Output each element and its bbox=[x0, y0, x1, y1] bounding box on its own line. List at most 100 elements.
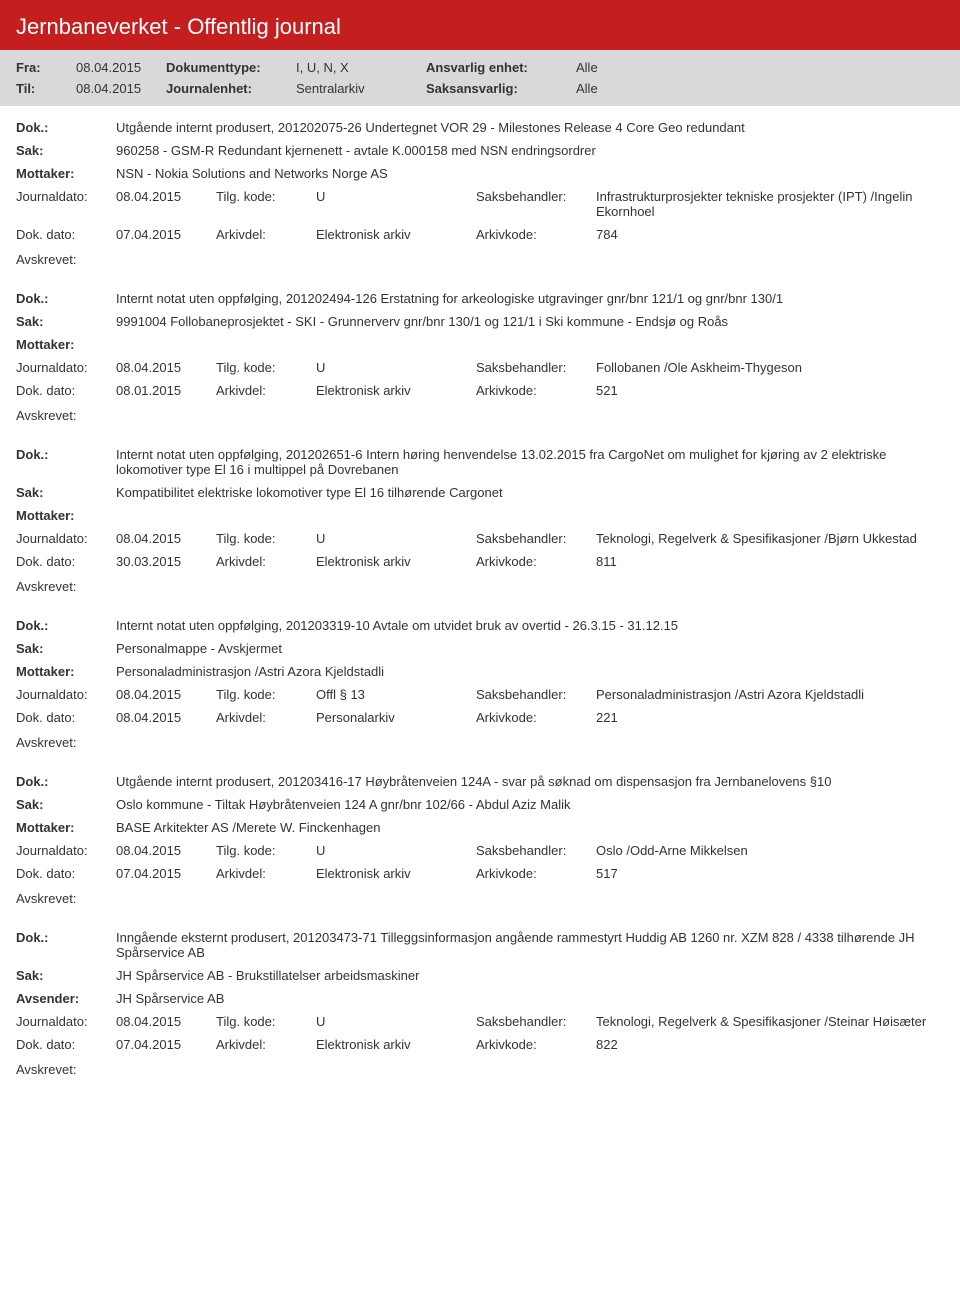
party-value: NSN - Nokia Solutions and Networks Norge… bbox=[116, 166, 944, 181]
saksbehandler-value: Oslo /Odd-Arne Mikkelsen bbox=[596, 843, 944, 858]
tilgkode-label: Tilg. kode: bbox=[216, 1014, 316, 1029]
saksbehandler-label: Saksbehandler: bbox=[476, 687, 596, 702]
tilgkode-label: Tilg. kode: bbox=[216, 843, 316, 858]
dok-label: Dok.: bbox=[16, 447, 116, 477]
journal-entry: Dok.: Utgående internt produsert, 201202… bbox=[0, 106, 960, 246]
sak-label: Sak: bbox=[16, 143, 116, 158]
arkivkode-value: 221 bbox=[596, 710, 944, 725]
journaldato-value: 08.04.2015 bbox=[116, 531, 216, 546]
dok-value: Internt notat uten oppfølging, 201202651… bbox=[116, 447, 944, 477]
dokdato-value: 07.04.2015 bbox=[116, 227, 216, 242]
arkivkode-value: 822 bbox=[596, 1037, 944, 1052]
party-label: Mottaker: bbox=[16, 508, 116, 523]
arkivdel-label: Arkivdel: bbox=[216, 1037, 316, 1052]
fra-label: Fra: bbox=[16, 60, 76, 75]
tilgkode-value: U bbox=[316, 189, 476, 219]
saksbehandler-value: Infrastrukturprosjekter tekniske prosjek… bbox=[596, 189, 944, 219]
journaldato-label: Journaldato: bbox=[16, 687, 116, 702]
sak-value: Kompatibilitet elektriske lokomotiver ty… bbox=[116, 485, 944, 500]
party-value: JH Spårservice AB bbox=[116, 991, 944, 1006]
arkivdel-value: Personalarkiv bbox=[316, 710, 476, 725]
avskrevet-label: Avskrevet: bbox=[0, 573, 960, 604]
arkivdel-label: Arkivdel: bbox=[216, 227, 316, 242]
til-label: Til: bbox=[16, 81, 76, 96]
party-value bbox=[116, 508, 944, 523]
journaldato-value: 08.04.2015 bbox=[116, 843, 216, 858]
sak-label: Sak: bbox=[16, 314, 116, 329]
arkivdel-value: Elektronisk arkiv bbox=[316, 227, 476, 242]
journal-entry: Dok.: Internt notat uten oppfølging, 201… bbox=[0, 604, 960, 729]
arkivdel-label: Arkivdel: bbox=[216, 383, 316, 398]
saksbehandler-label: Saksbehandler: bbox=[476, 360, 596, 375]
journal-entry: Dok.: Internt notat uten oppfølging, 201… bbox=[0, 433, 960, 573]
journaldato-label: Journaldato: bbox=[16, 360, 116, 375]
saksbehandler-value: Follobanen /Ole Askheim-Thygeson bbox=[596, 360, 944, 375]
journaldato-value: 08.04.2015 bbox=[116, 189, 216, 219]
saksbehandler-label: Saksbehandler: bbox=[476, 531, 596, 546]
dokdato-label: Dok. dato: bbox=[16, 1037, 116, 1052]
arkivkode-value: 811 bbox=[596, 554, 944, 569]
saksbehandler-label: Saksbehandler: bbox=[476, 189, 596, 219]
party-label: Mottaker: bbox=[16, 166, 116, 181]
dokdato-value: 07.04.2015 bbox=[116, 866, 216, 881]
party-value: BASE Arkitekter AS /Merete W. Finckenhag… bbox=[116, 820, 944, 835]
sak-label: Sak: bbox=[16, 797, 116, 812]
arkivdel-value: Elektronisk arkiv bbox=[316, 1037, 476, 1052]
arkivkode-value: 517 bbox=[596, 866, 944, 881]
arkivkode-value: 521 bbox=[596, 383, 944, 398]
dok-value: Internt notat uten oppfølging, 201202494… bbox=[116, 291, 944, 306]
saksbehandler-label: Saksbehandler: bbox=[476, 843, 596, 858]
saksansvarlig-label: Saksansvarlig: bbox=[426, 81, 576, 96]
sak-value: Personalmappe - Avskjermet bbox=[116, 641, 944, 656]
party-value bbox=[116, 337, 944, 352]
entries-list: Dok.: Utgående internt produsert, 201202… bbox=[0, 106, 960, 1087]
page-header: Jernbaneverket - Offentlig journal bbox=[0, 0, 960, 50]
saksbehandler-value: Teknologi, Regelverk & Spesifikasjoner /… bbox=[596, 1014, 944, 1029]
dokdato-value: 08.01.2015 bbox=[116, 383, 216, 398]
saksbehandler-label: Saksbehandler: bbox=[476, 1014, 596, 1029]
journalenhet-value: Sentralarkiv bbox=[296, 81, 426, 96]
dok-value: Inngående eksternt produsert, 201203473-… bbox=[116, 930, 944, 960]
journaldato-label: Journaldato: bbox=[16, 843, 116, 858]
sak-value: 9991004 Follobaneprosjektet - SKI - Grun… bbox=[116, 314, 944, 329]
dokdato-label: Dok. dato: bbox=[16, 383, 116, 398]
journal-entry: Dok.: Utgående internt produsert, 201203… bbox=[0, 760, 960, 885]
til-value: 08.04.2015 bbox=[76, 81, 166, 96]
sak-label: Sak: bbox=[16, 968, 116, 983]
journaldato-label: Journaldato: bbox=[16, 531, 116, 546]
dokdato-value: 30.03.2015 bbox=[116, 554, 216, 569]
journal-entry: Dok.: Inngående eksternt produsert, 2012… bbox=[0, 916, 960, 1056]
arkivdel-value: Elektronisk arkiv bbox=[316, 866, 476, 881]
dok-label: Dok.: bbox=[16, 618, 116, 633]
dok-label: Dok.: bbox=[16, 930, 116, 960]
dok-label: Dok.: bbox=[16, 774, 116, 789]
journaldato-value: 08.04.2015 bbox=[116, 360, 216, 375]
dokdato-label: Dok. dato: bbox=[16, 554, 116, 569]
arkivkode-value: 784 bbox=[596, 227, 944, 242]
tilgkode-value: U bbox=[316, 1014, 476, 1029]
avskrevet-label: Avskrevet: bbox=[0, 402, 960, 433]
dokdato-label: Dok. dato: bbox=[16, 710, 116, 725]
avskrevet-label: Avskrevet: bbox=[0, 885, 960, 916]
journaldato-label: Journaldato: bbox=[16, 189, 116, 219]
tilgkode-value: Offl § 13 bbox=[316, 687, 476, 702]
dokumenttype-value: I, U, N, X bbox=[296, 60, 426, 75]
party-label: Mottaker: bbox=[16, 337, 116, 352]
tilgkode-value: U bbox=[316, 843, 476, 858]
arkivdel-label: Arkivdel: bbox=[216, 554, 316, 569]
arkivkode-label: Arkivkode: bbox=[476, 866, 596, 881]
arkivkode-label: Arkivkode: bbox=[476, 554, 596, 569]
saksbehandler-value: Personaladministrasjon /Astri Azora Kjel… bbox=[596, 687, 944, 702]
sak-value: Oslo kommune - Tiltak Høybråtenveien 124… bbox=[116, 797, 944, 812]
dok-value: Internt notat uten oppfølging, 201203319… bbox=[116, 618, 944, 633]
arkivkode-label: Arkivkode: bbox=[476, 1037, 596, 1052]
arkivkode-label: Arkivkode: bbox=[476, 383, 596, 398]
tilgkode-label: Tilg. kode: bbox=[216, 360, 316, 375]
ansvarlig-enhet-value: Alle bbox=[576, 60, 756, 75]
avskrevet-label: Avskrevet: bbox=[0, 1056, 960, 1087]
arkivdel-value: Elektronisk arkiv bbox=[316, 383, 476, 398]
journal-entry: Dok.: Internt notat uten oppfølging, 201… bbox=[0, 277, 960, 402]
fra-value: 08.04.2015 bbox=[76, 60, 166, 75]
sak-label: Sak: bbox=[16, 641, 116, 656]
journaldato-value: 08.04.2015 bbox=[116, 687, 216, 702]
